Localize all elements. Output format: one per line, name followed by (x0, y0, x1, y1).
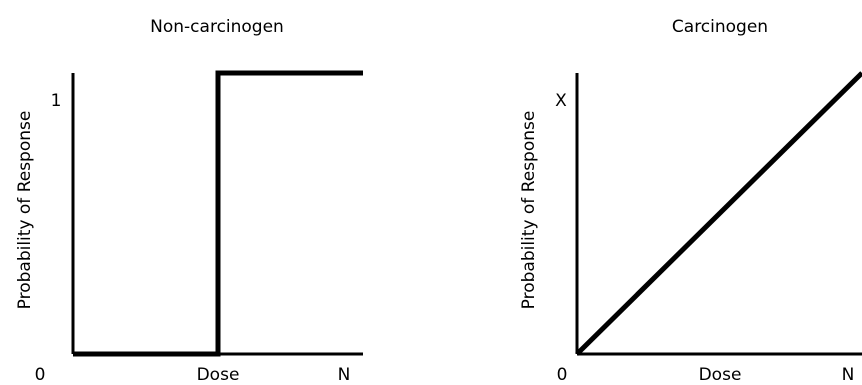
x-tick-label-end: N (842, 365, 855, 385)
x-axis-label: Dose (197, 365, 240, 385)
y-axis-label: Probability of Response (15, 111, 35, 310)
x-tick-label-start: 0 (35, 365, 46, 385)
chart-non-carcinogen: Non-carcinogen Probability of Response 1… (15, 17, 363, 385)
x-axis-label: Dose (699, 365, 742, 385)
series-line-step (73, 70, 363, 357)
y-tick-label: X (555, 91, 567, 111)
y-axis-label: Probability of Response (519, 111, 539, 310)
y-tick-label: 1 (51, 91, 62, 111)
chart-title: Non-carcinogen (150, 17, 284, 37)
chart-title: Carcinogen (672, 17, 768, 37)
x-tick-label-start: 0 (557, 365, 568, 385)
chart-carcinogen: Carcinogen Probability of Response X 0 D… (519, 17, 862, 385)
x-tick-label-end: N (338, 365, 351, 385)
series-line-linear (575, 71, 862, 356)
